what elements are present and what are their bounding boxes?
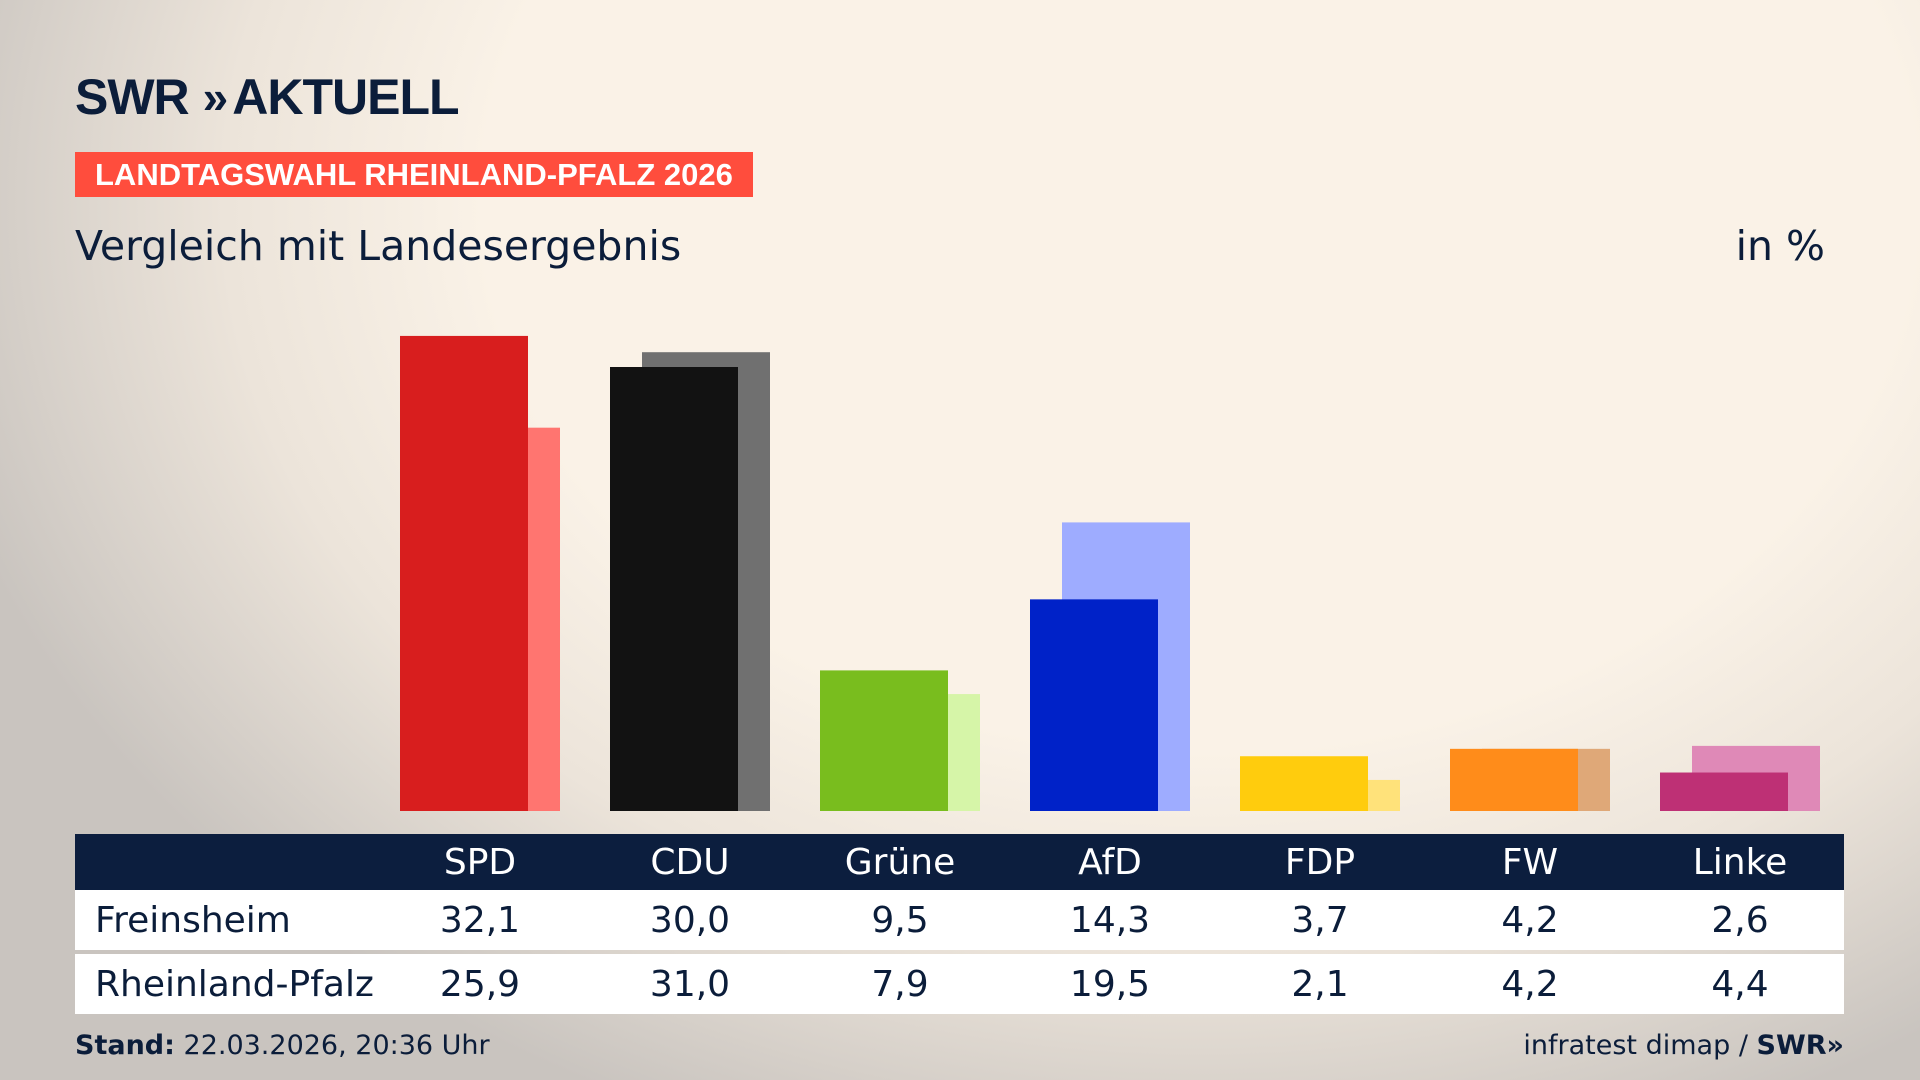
header-grüne: Grüne bbox=[844, 841, 956, 883]
bar-freinsheim-linke bbox=[1660, 772, 1788, 811]
bar-freinsheim-spd bbox=[400, 335, 528, 811]
value-cell: 30,0 bbox=[649, 899, 731, 941]
logo-name: AKTUELL bbox=[232, 69, 459, 125]
header-linke: Linke bbox=[1692, 841, 1788, 883]
bar-freinsheim-fw bbox=[1450, 748, 1578, 811]
bar-freinsheim-cdu bbox=[610, 367, 738, 811]
row-label: Rheinland-Pfalz bbox=[95, 963, 374, 1005]
value-cell: 25,9 bbox=[439, 963, 521, 1005]
row-label: Freinsheim bbox=[95, 899, 291, 941]
value-cell: 14,3 bbox=[1069, 899, 1151, 941]
source-brand: SWR bbox=[1756, 1030, 1827, 1061]
value-cell: 2,6 bbox=[1711, 899, 1769, 941]
swr-aktuell-logo: SWR» AKTUELL bbox=[75, 68, 460, 126]
header-fdp: FDP bbox=[1284, 841, 1356, 883]
value-cell: 3,7 bbox=[1291, 899, 1349, 941]
logo-brand: SWR bbox=[75, 69, 190, 125]
chevrons-icon: » bbox=[1826, 1030, 1844, 1061]
election-badge: LANDTAGSWAHL RHEINLAND-PFALZ 2026 bbox=[75, 152, 753, 197]
value-cell: 9,5 bbox=[871, 899, 929, 941]
value-cell: 19,5 bbox=[1069, 963, 1151, 1005]
header-cdu: CDU bbox=[650, 841, 730, 883]
source: infratest dimap / SWR» bbox=[1523, 1030, 1844, 1061]
header-afd: AfD bbox=[1078, 841, 1142, 883]
timestamp: Stand: 22.03.2026, 20:36 Uhr bbox=[75, 1030, 490, 1061]
bar-freinsheim-grüne bbox=[820, 670, 948, 811]
table-row: Rheinland-Pfalz 25,9 31,0 7,9 19,5 2,1 4,2 4,4 bbox=[75, 954, 1844, 1014]
table-row: Freinsheim 32,1 30,0 9,5 14,3 3,7 4,2 2,6 bbox=[75, 890, 1844, 950]
header-spd: SPD bbox=[443, 841, 517, 883]
source-text: infratest dimap / bbox=[1523, 1030, 1748, 1061]
table-header: SPD CDU Grüne AfD FDP FW Linke bbox=[75, 834, 1844, 890]
header-fw: FW bbox=[1501, 841, 1559, 883]
value-cell: 2,1 bbox=[1291, 963, 1349, 1005]
bar-freinsheim-fdp bbox=[1240, 756, 1368, 811]
stand-label: Stand: bbox=[75, 1030, 175, 1061]
unit-label: in % bbox=[1735, 222, 1825, 270]
value-cell: 4,2 bbox=[1501, 899, 1559, 941]
bar-chart bbox=[400, 335, 1820, 811]
value-cell: 7,9 bbox=[871, 963, 929, 1005]
value-cell: 4,2 bbox=[1501, 963, 1559, 1005]
value-cell: 31,0 bbox=[649, 963, 731, 1005]
stand-value: 22.03.2026, 20:36 Uhr bbox=[183, 1030, 490, 1061]
bar-freinsheim-afd bbox=[1030, 599, 1158, 811]
value-cell: 32,1 bbox=[439, 899, 521, 941]
chart-subtitle: Vergleich mit Landesergebnis bbox=[75, 222, 682, 270]
value-cell: 4,4 bbox=[1711, 963, 1769, 1005]
